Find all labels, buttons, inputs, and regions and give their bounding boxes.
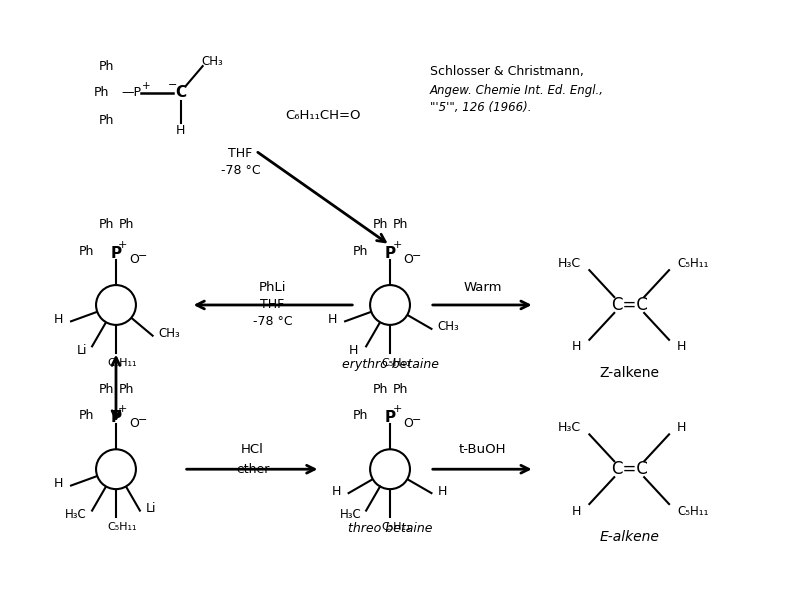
Text: C₅H₁₁: C₅H₁₁ — [382, 522, 410, 532]
Text: E-alkene: E-alkene — [599, 530, 659, 544]
Text: −: − — [138, 251, 147, 261]
Text: Ph: Ph — [353, 245, 368, 258]
Text: O: O — [129, 417, 139, 430]
Text: Ph: Ph — [392, 218, 408, 232]
Text: C₅H₁₁: C₅H₁₁ — [107, 358, 137, 368]
Text: HCl: HCl — [241, 443, 264, 456]
Text: C₆H₁₁CH=O: C₆H₁₁CH=O — [286, 109, 361, 122]
Text: THF: THF — [229, 147, 253, 160]
Text: +: + — [118, 404, 128, 415]
Text: t-BuOH: t-BuOH — [459, 443, 506, 456]
Text: +: + — [392, 240, 402, 250]
Circle shape — [96, 285, 136, 325]
Text: Ph: Ph — [98, 383, 114, 395]
Text: Ph: Ph — [98, 115, 114, 127]
Text: O: O — [403, 417, 413, 430]
Text: erythro betaine: erythro betaine — [342, 358, 438, 371]
Text: Ph: Ph — [94, 86, 109, 100]
Text: H: H — [677, 421, 686, 434]
Text: −: − — [138, 415, 147, 425]
Text: Ph: Ph — [98, 218, 114, 232]
Text: H: H — [54, 477, 63, 490]
Text: P: P — [110, 246, 122, 261]
Text: Ph: Ph — [353, 409, 368, 422]
Text: ether: ether — [236, 463, 270, 476]
Text: Angew. Chemie Int. Ed. Engl.,: Angew. Chemie Int. Ed. Engl., — [430, 85, 604, 97]
Text: C=C: C=C — [610, 460, 648, 478]
Text: H: H — [331, 485, 341, 497]
Text: H₃C: H₃C — [558, 257, 582, 269]
Text: H: H — [349, 344, 358, 357]
Text: Li: Li — [77, 344, 87, 357]
Text: -78 °C: -78 °C — [253, 316, 292, 328]
Text: C₅H₁₁: C₅H₁₁ — [677, 505, 709, 518]
Text: "'5'", 126 (1966).: "'5'", 126 (1966). — [430, 101, 531, 115]
Circle shape — [370, 449, 410, 489]
Text: H: H — [328, 313, 337, 326]
Text: P: P — [385, 246, 395, 261]
Text: threo betaine: threo betaine — [348, 523, 432, 535]
Text: Z-alkene: Z-alkene — [599, 365, 659, 380]
Text: H: H — [572, 505, 582, 518]
Text: C₅H₁₁: C₅H₁₁ — [107, 522, 137, 532]
Text: O: O — [403, 253, 413, 266]
Text: -78 °C: -78 °C — [221, 164, 260, 177]
Text: Ph: Ph — [118, 383, 134, 395]
Text: H: H — [176, 124, 186, 137]
Text: Ph: Ph — [372, 383, 388, 395]
Text: P: P — [385, 410, 395, 425]
Text: C₅H₁₁: C₅H₁₁ — [382, 358, 410, 368]
Text: H₃C: H₃C — [66, 508, 87, 521]
Text: Ph: Ph — [392, 383, 408, 395]
Text: Ph: Ph — [78, 409, 94, 422]
Text: Ph: Ph — [118, 218, 134, 232]
Text: H: H — [438, 485, 447, 497]
Text: Ph: Ph — [78, 245, 94, 258]
Text: −: − — [412, 415, 422, 425]
Text: −: − — [168, 80, 178, 90]
Text: H₃C: H₃C — [339, 508, 361, 521]
Text: +: + — [392, 404, 402, 415]
Text: P: P — [110, 410, 122, 425]
Text: C: C — [175, 85, 186, 100]
Text: CH₃: CH₃ — [158, 327, 180, 340]
Text: −: − — [412, 251, 422, 261]
Text: THF: THF — [260, 298, 285, 311]
Circle shape — [96, 449, 136, 489]
Text: CH₃: CH₃ — [202, 55, 223, 68]
Text: PhLi: PhLi — [258, 281, 286, 293]
Text: H: H — [572, 340, 582, 353]
Text: H₃C: H₃C — [558, 421, 582, 434]
Text: C=C: C=C — [610, 296, 648, 314]
Text: Ph: Ph — [372, 218, 388, 232]
Text: O: O — [129, 253, 139, 266]
Text: Li: Li — [146, 502, 156, 515]
Text: H: H — [54, 313, 63, 326]
Circle shape — [370, 285, 410, 325]
Text: C₅H₁₁: C₅H₁₁ — [677, 257, 709, 269]
Text: —P: —P — [121, 86, 141, 100]
Text: H: H — [677, 340, 686, 353]
Text: +: + — [142, 81, 150, 91]
Text: CH₃: CH₃ — [438, 320, 459, 334]
Text: Ph: Ph — [98, 59, 114, 73]
Text: Schlosser & Christmann,: Schlosser & Christmann, — [430, 65, 584, 77]
Text: Warm: Warm — [463, 281, 502, 293]
Text: +: + — [118, 240, 128, 250]
